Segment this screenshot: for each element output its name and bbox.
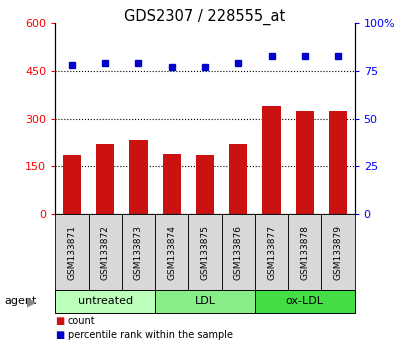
Text: LDL: LDL — [194, 296, 215, 307]
Text: GSM133878: GSM133878 — [299, 225, 308, 280]
Text: GDS2307 / 228555_at: GDS2307 / 228555_at — [124, 9, 285, 25]
Text: GSM133876: GSM133876 — [233, 225, 242, 280]
Bar — [262, 106, 280, 214]
Bar — [295, 110, 313, 214]
Text: ■: ■ — [55, 330, 65, 339]
Text: percentile rank within the sample: percentile rank within the sample — [67, 330, 232, 339]
Text: ox-LDL: ox-LDL — [285, 296, 323, 307]
Text: agent: agent — [4, 296, 36, 307]
Bar — [129, 140, 147, 214]
Bar — [162, 154, 180, 214]
Text: GSM133871: GSM133871 — [67, 225, 76, 280]
Bar — [229, 144, 247, 214]
Text: GSM133879: GSM133879 — [333, 225, 342, 280]
Text: ■: ■ — [55, 316, 65, 326]
Text: ▶: ▶ — [27, 295, 36, 308]
Text: GSM133874: GSM133874 — [167, 225, 176, 280]
Text: count: count — [67, 316, 95, 326]
Bar — [328, 110, 346, 214]
Text: untreated: untreated — [77, 296, 133, 307]
Text: GSM133875: GSM133875 — [200, 225, 209, 280]
Text: GSM133872: GSM133872 — [101, 225, 110, 280]
Text: GSM133877: GSM133877 — [266, 225, 275, 280]
Bar — [63, 155, 81, 214]
Bar — [196, 155, 213, 214]
Bar — [96, 144, 114, 214]
Text: GSM133873: GSM133873 — [134, 225, 143, 280]
